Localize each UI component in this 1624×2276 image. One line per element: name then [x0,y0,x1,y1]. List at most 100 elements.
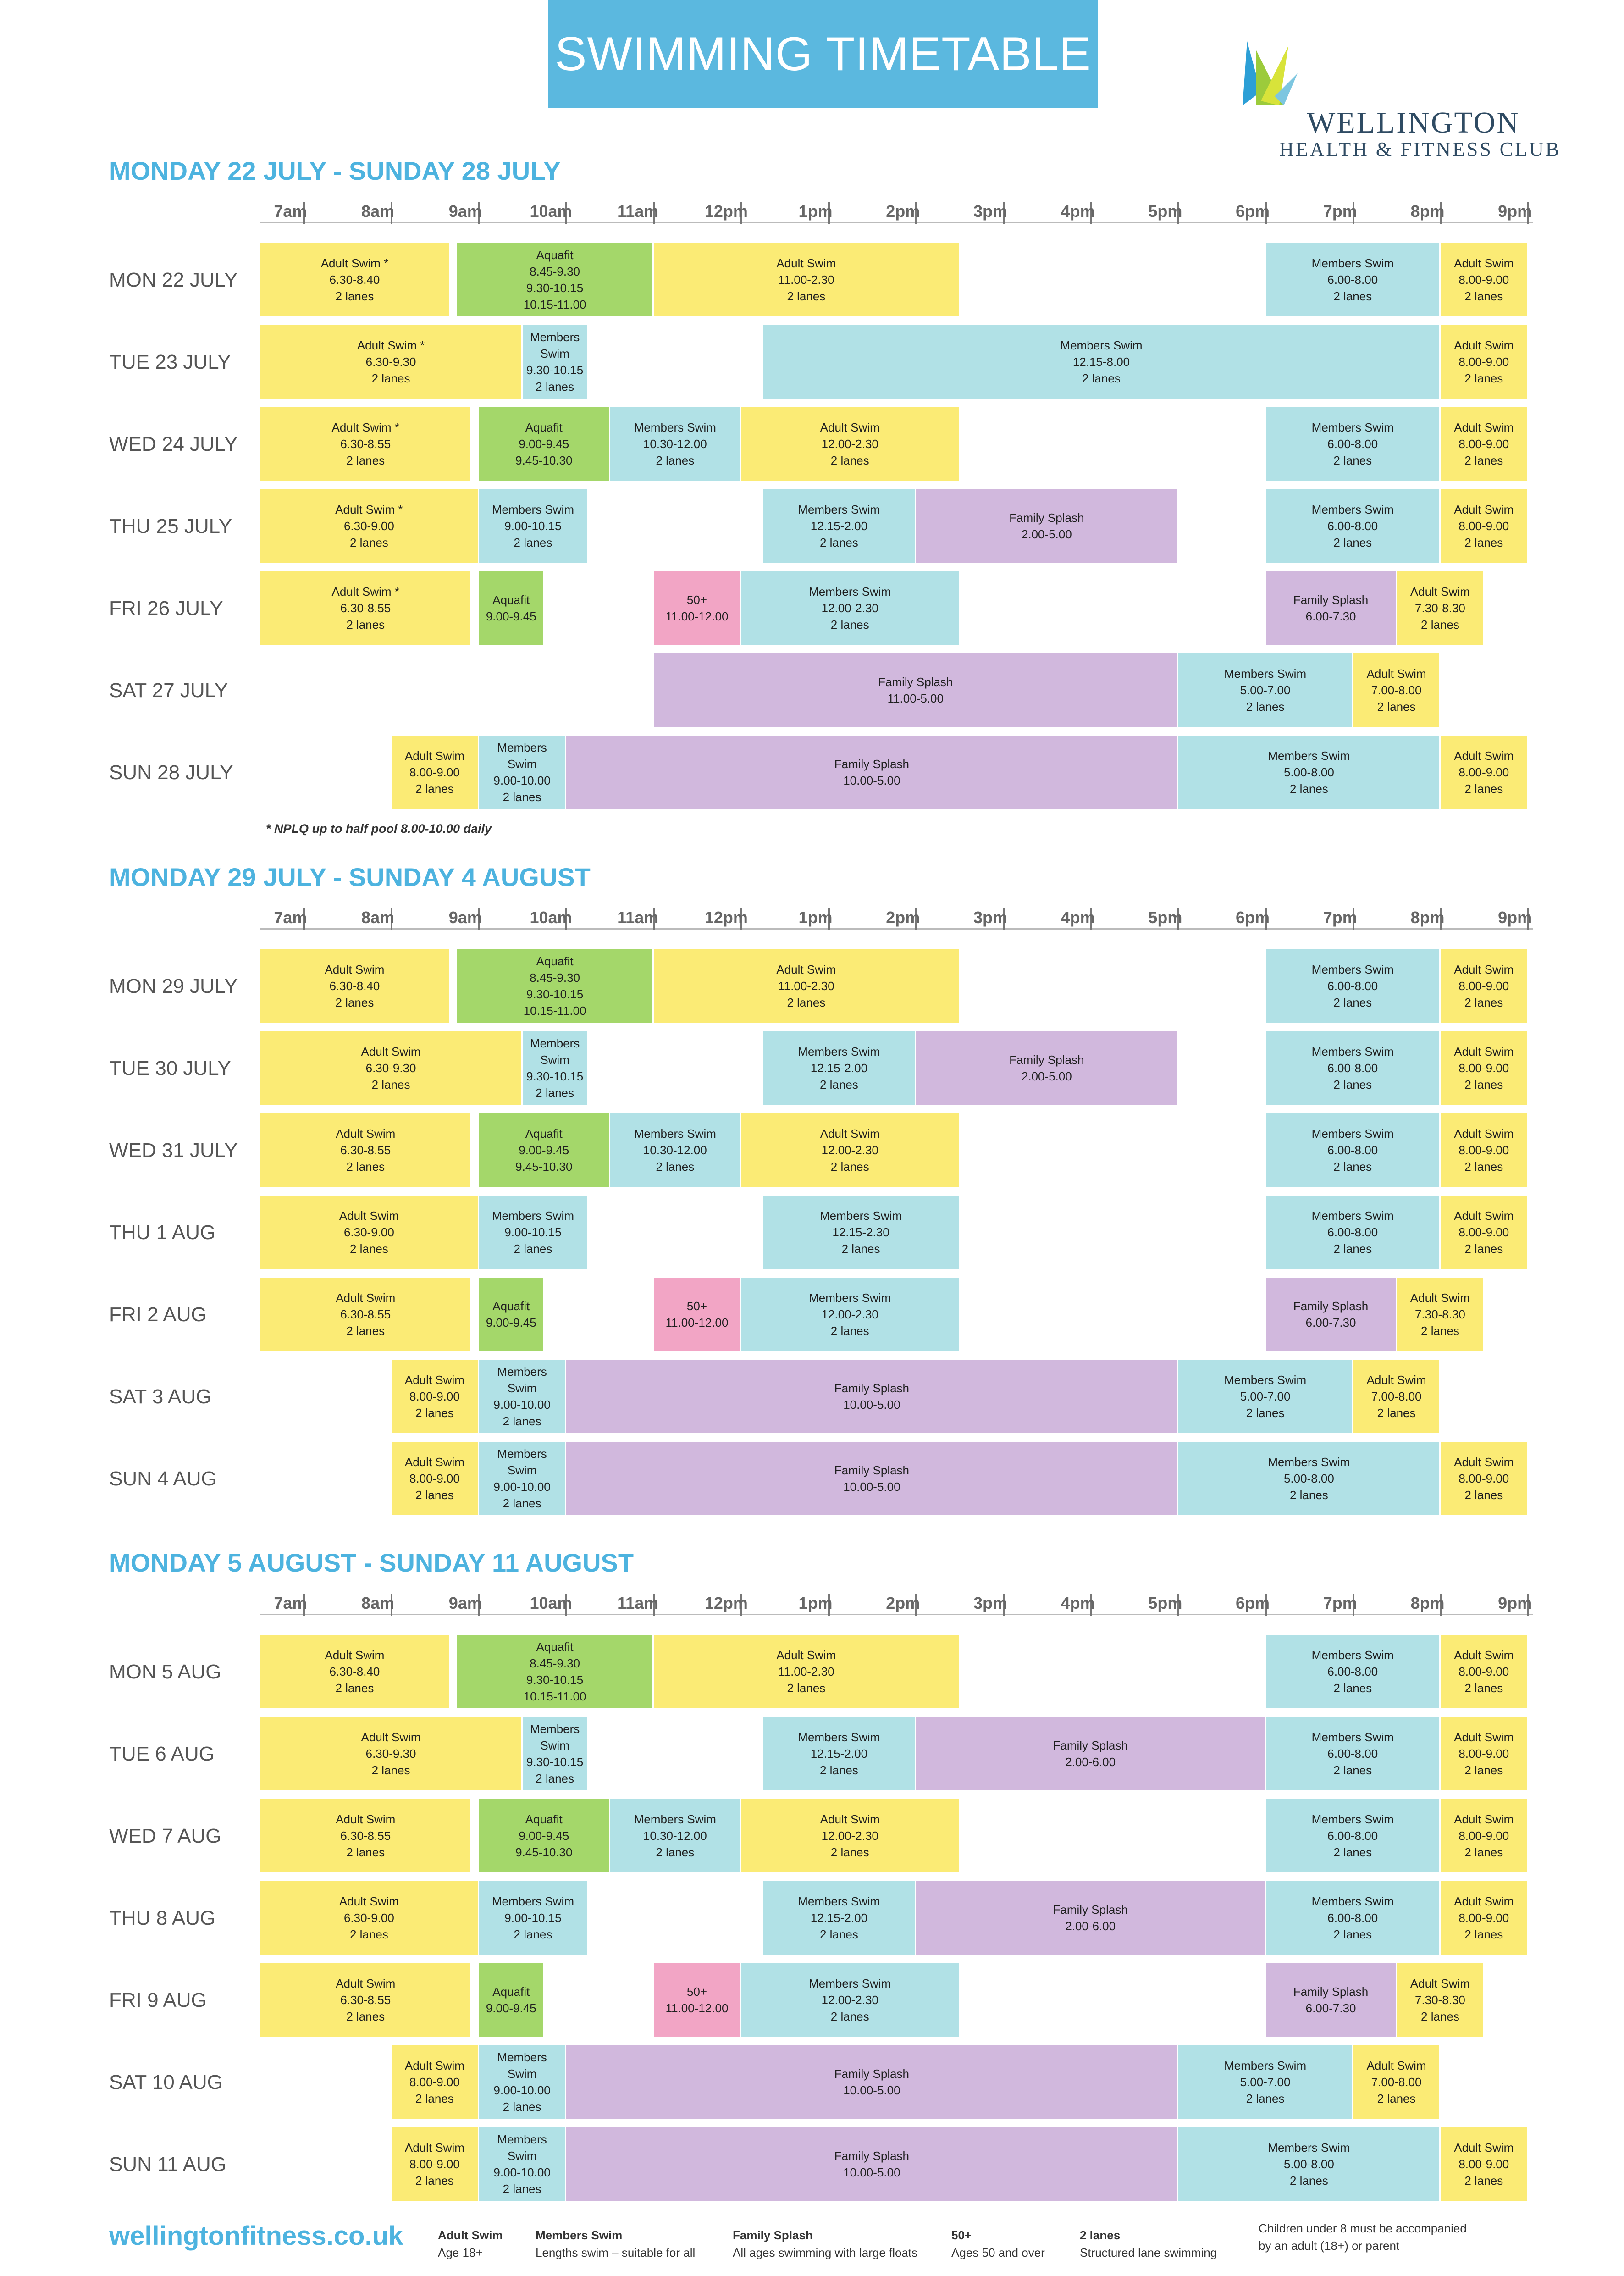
session-block[interactable]: Members Swim 10.30-12.00 2 lanes [610,1113,740,1187]
session-block[interactable]: Members Swim 6.00-8.00 2 lanes [1266,243,1440,316]
session-block[interactable]: Members Swim 6.00-8.00 2 lanes [1266,1799,1440,1872]
session-block[interactable]: Members Swim 12.00-2.30 2 lanes [741,1278,959,1351]
session-block[interactable]: Members Swim 6.00-8.00 2 lanes [1266,1031,1440,1105]
session-block[interactable]: Members Swim 12.15-2.00 2 lanes [763,1717,915,1790]
session-block[interactable]: Members Swim 6.00-8.00 2 lanes [1266,489,1440,563]
session-block[interactable]: Adult Swim 8.00-9.00 2 lanes [1441,407,1527,481]
session-block[interactable]: Members Swim 9.00-10.15 2 lanes [479,489,587,563]
session-block[interactable]: Members Swim 6.00-8.00 2 lanes [1266,949,1440,1023]
session-block[interactable]: 50+ 11.00-12.00 [654,1963,740,2037]
session-block[interactable]: Adult Swim 8.00-9.00 2 lanes [392,736,478,809]
session-block[interactable]: Aquafit 8.45-9.30 9.30-10.15 10.15-11.00 [457,1635,653,1708]
session-block[interactable]: Aquafit 9.00-9.45 [479,1963,543,2037]
session-block[interactable]: Members Swim 9.30-10.15 2 lanes [523,325,587,399]
session-block[interactable]: Members Swim 9.00-10.00 2 lanes [479,2127,565,2201]
session-block[interactable]: Members Swim 12.15-2.00 2 lanes [763,1031,915,1105]
session-block[interactable]: Adult Swim 6.30-9.00 2 lanes [260,1881,478,1955]
session-block[interactable]: Adult Swim 11.00-2.30 2 lanes [654,949,959,1023]
session-block[interactable]: Members Swim 5.00-8.00 2 lanes [1178,1442,1440,1515]
session-block[interactable]: Family Splash 2.00-6.00 [916,1717,1265,1790]
session-block[interactable]: Family Splash 11.00-5.00 [654,653,1177,727]
session-block[interactable]: Aquafit 9.00-9.45 9.45-10.30 [479,1799,609,1872]
session-block[interactable]: Members Swim 12.15-2.30 2 lanes [763,1196,959,1269]
session-block[interactable]: Members Swim 9.00-10.00 2 lanes [479,1442,565,1515]
session-block[interactable]: Adult Swim * 6.30-8.55 2 lanes [260,407,471,481]
session-block[interactable]: Adult Swim 8.00-9.00 2 lanes [392,1442,478,1515]
session-block[interactable]: Adult Swim 7.00-8.00 2 lanes [1353,2045,1440,2119]
session-block[interactable]: Members Swim 6.00-8.00 2 lanes [1266,1635,1440,1708]
session-block[interactable]: Adult Swim 12.00-2.30 2 lanes [741,1113,959,1187]
session-block[interactable]: Members Swim 6.00-8.00 2 lanes [1266,1881,1440,1955]
session-block[interactable]: Aquafit 9.00-9.45 9.45-10.30 [479,1113,609,1187]
session-block[interactable]: Family Splash 2.00-5.00 [916,1031,1177,1105]
session-block[interactable]: Family Splash 10.00-5.00 [566,1442,1177,1515]
session-block[interactable]: Members Swim 9.30-10.15 2 lanes [523,1031,587,1105]
session-block[interactable]: Aquafit 9.00-9.45 [479,1278,543,1351]
session-block[interactable]: Adult Swim 6.30-8.55 2 lanes [260,1963,471,2037]
session-block[interactable]: Adult Swim 6.30-8.55 2 lanes [260,1278,471,1351]
session-block[interactable]: Adult Swim 7.30-8.30 2 lanes [1397,1963,1483,2037]
session-block[interactable]: Aquafit 8.45-9.30 9.30-10.15 10.15-11.00 [457,243,653,316]
session-block[interactable]: Members Swim 10.30-12.00 2 lanes [610,407,740,481]
session-block[interactable]: Adult Swim 8.00-9.00 2 lanes [1441,325,1527,399]
session-block[interactable]: Members Swim 12.15-8.00 2 lanes [763,325,1440,399]
session-block[interactable]: Members Swim 9.00-10.15 2 lanes [479,1196,587,1269]
session-block[interactable]: Adult Swim 8.00-9.00 2 lanes [1441,489,1527,563]
session-block[interactable]: Adult Swim 6.30-9.30 2 lanes [260,1031,522,1105]
session-block[interactable]: Family Splash 2.00-5.00 [916,489,1177,563]
session-block[interactable]: Family Splash 6.00-7.30 [1266,1278,1396,1351]
session-block[interactable]: Adult Swim 8.00-9.00 2 lanes [1441,1881,1527,1955]
session-block[interactable]: Members Swim 12.00-2.30 2 lanes [741,1963,959,2037]
session-block[interactable]: Family Splash 10.00-5.00 [566,2127,1177,2201]
session-block[interactable]: Family Splash 10.00-5.00 [566,1360,1177,1433]
session-block[interactable]: Members Swim 6.00-8.00 2 lanes [1266,1717,1440,1790]
session-block[interactable]: Adult Swim 8.00-9.00 2 lanes [1441,2127,1527,2201]
session-block[interactable]: Adult Swim 11.00-2.30 2 lanes [654,1635,959,1708]
session-block[interactable]: Adult Swim * 6.30-9.30 2 lanes [260,325,522,399]
session-block[interactable]: Members Swim 6.00-8.00 2 lanes [1266,1196,1440,1269]
session-block[interactable]: Members Swim 5.00-7.00 2 lanes [1178,1360,1352,1433]
session-block[interactable]: Members Swim 6.00-8.00 2 lanes [1266,407,1440,481]
session-block[interactable]: Adult Swim 11.00-2.30 2 lanes [654,243,959,316]
session-block[interactable]: Members Swim 5.00-7.00 2 lanes [1178,653,1352,727]
session-block[interactable]: Members Swim 9.00-10.00 2 lanes [479,736,565,809]
session-block[interactable]: Adult Swim 8.00-9.00 2 lanes [1441,949,1527,1023]
session-block[interactable]: Adult Swim 6.30-8.55 2 lanes [260,1799,471,1872]
session-block[interactable]: Members Swim 9.00-10.15 2 lanes [479,1881,587,1955]
session-block[interactable]: Family Splash 10.00-5.00 [566,2045,1177,2119]
session-block[interactable]: Adult Swim 8.00-9.00 2 lanes [392,1360,478,1433]
session-block[interactable]: Adult Swim * 6.30-9.00 2 lanes [260,489,478,563]
session-block[interactable]: Adult Swim 12.00-2.30 2 lanes [741,1799,959,1872]
session-block[interactable]: Adult Swim * 6.30-8.55 2 lanes [260,571,471,645]
session-block[interactable]: Adult Swim 8.00-9.00 2 lanes [392,2045,478,2119]
session-block[interactable]: Adult Swim 8.00-9.00 2 lanes [1441,1635,1527,1708]
session-block[interactable]: Adult Swim 8.00-9.00 2 lanes [1441,1717,1527,1790]
website-link[interactable]: wellingtonfitness.co.uk [109,2221,403,2251]
session-block[interactable]: Members Swim 5.00-8.00 2 lanes [1178,2127,1440,2201]
session-block[interactable]: Members Swim 6.00-8.00 2 lanes [1266,1113,1440,1187]
session-block[interactable]: Aquafit 9.00-9.45 9.45-10.30 [479,407,609,481]
session-block[interactable]: Adult Swim 6.30-8.40 2 lanes [260,1635,449,1708]
session-block[interactable]: Members Swim 9.00-10.00 2 lanes [479,1360,565,1433]
session-block[interactable]: Aquafit 8.45-9.30 9.30-10.15 10.15-11.00 [457,949,653,1023]
session-block[interactable]: Adult Swim 12.00-2.30 2 lanes [741,407,959,481]
session-block[interactable]: 50+ 11.00-12.00 [654,1278,740,1351]
session-block[interactable]: Members Swim 10.30-12.00 2 lanes [610,1799,740,1872]
session-block[interactable]: Members Swim 9.00-10.00 2 lanes [479,2045,565,2119]
session-block[interactable]: Adult Swim 8.00-9.00 2 lanes [1441,1196,1527,1269]
session-block[interactable]: Members Swim 12.00-2.30 2 lanes [741,571,959,645]
session-block[interactable]: Adult Swim 7.30-8.30 2 lanes [1397,571,1483,645]
session-block[interactable]: Adult Swim 6.30-9.00 2 lanes [260,1196,478,1269]
session-block[interactable]: Adult Swim 8.00-9.00 2 lanes [392,2127,478,2201]
session-block[interactable]: Adult Swim 8.00-9.00 2 lanes [1441,736,1527,809]
session-block[interactable]: Members Swim 12.15-2.00 2 lanes [763,1881,915,1955]
session-block[interactable]: Members Swim 5.00-8.00 2 lanes [1178,736,1440,809]
session-block[interactable]: Family Splash 6.00-7.30 [1266,571,1396,645]
session-block[interactable]: Adult Swim 7.00-8.00 2 lanes [1353,1360,1440,1433]
session-block[interactable]: Members Swim 9.30-10.15 2 lanes [523,1717,587,1790]
session-block[interactable]: Adult Swim 6.30-8.55 2 lanes [260,1113,471,1187]
session-block[interactable]: Adult Swim 8.00-9.00 2 lanes [1441,1031,1527,1105]
session-block[interactable]: Adult Swim 8.00-9.00 2 lanes [1441,243,1527,316]
session-block[interactable]: Adult Swim 7.00-8.00 2 lanes [1353,653,1440,727]
session-block[interactable]: Family Splash 2.00-6.00 [916,1881,1265,1955]
